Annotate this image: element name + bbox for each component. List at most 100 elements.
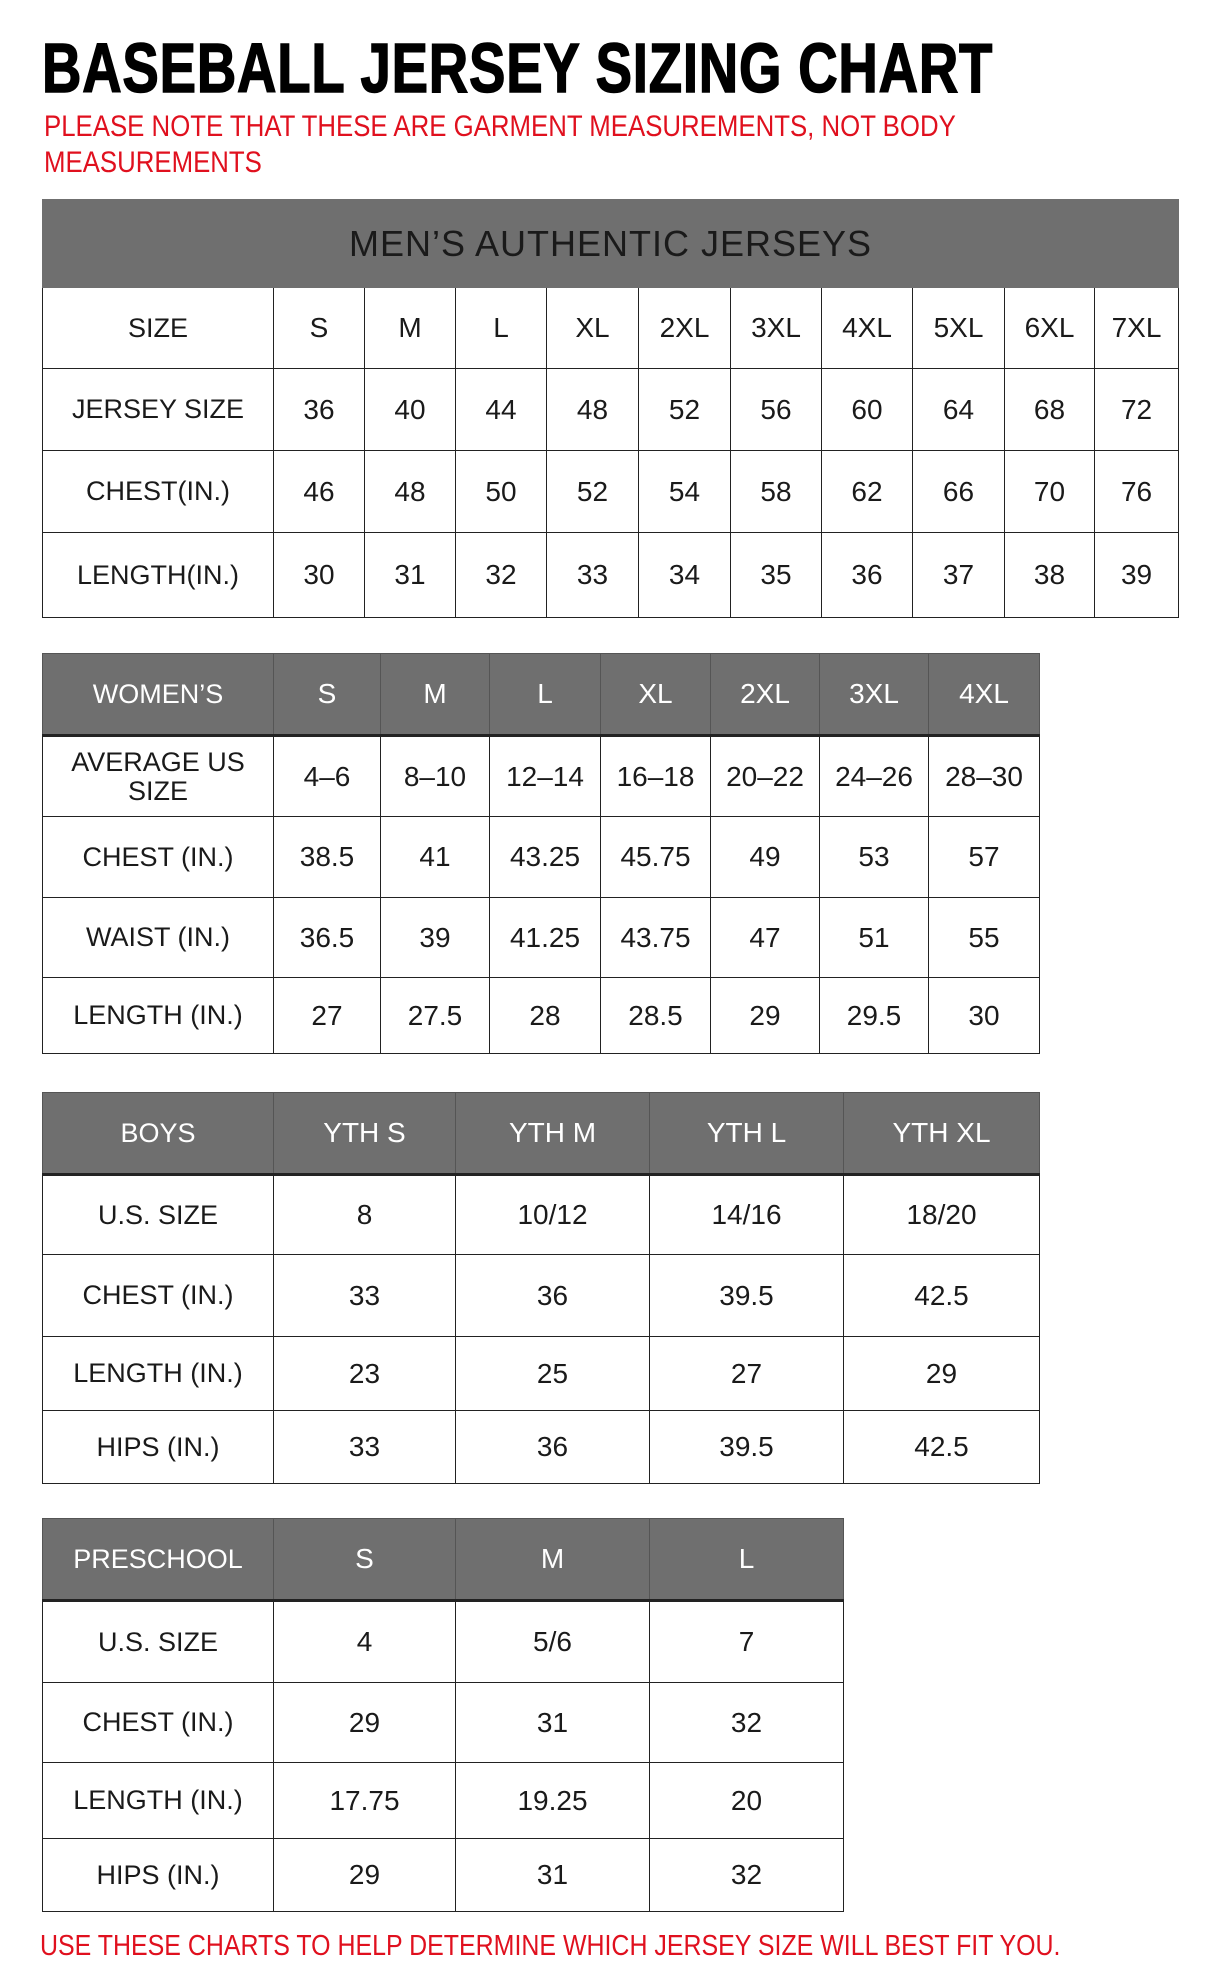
table-cell: 36 (273, 368, 365, 451)
table-cell: 32 (649, 1682, 844, 1763)
row-label: CHEST(IN.) (42, 450, 274, 533)
column-header: M (380, 653, 490, 736)
column-header: YTH S (273, 1092, 456, 1175)
table-cell: 33 (273, 1254, 456, 1337)
table-row: LENGTH (IN.) 23 25 27 29 (42, 1336, 1040, 1411)
row-label: AVERAGE US SIZE (42, 735, 274, 817)
table-cell: 49 (710, 816, 820, 898)
row-label: WAIST (IN.) (42, 897, 274, 978)
column-header: S (273, 287, 365, 369)
row-label: HIPS (IN.) (42, 1838, 274, 1912)
row-label: CHEST (IN.) (42, 1254, 274, 1337)
row-label: JERSEY SIZE (42, 368, 274, 451)
table-cell: 43.75 (600, 897, 711, 978)
table-cell: 34 (638, 532, 731, 618)
table-cell: 46 (273, 450, 365, 533)
table-row: HIPS (IN.) 29 31 32 (42, 1838, 844, 1912)
column-header: XL (600, 653, 711, 736)
table-cell: 39.5 (649, 1254, 844, 1337)
table-cell: 20–22 (710, 735, 820, 817)
row-label: LENGTH (IN.) (42, 977, 274, 1054)
table-cell: 70 (1004, 450, 1095, 533)
table-row: AVERAGE US SIZE 4–6 8–10 12–14 16–18 20–22 24–… (42, 735, 1040, 817)
table-cell: 43.25 (489, 816, 601, 898)
table-cell: 8–10 (380, 735, 490, 817)
table-cell: 18/20 (843, 1174, 1040, 1255)
table-cell: 53 (819, 816, 929, 898)
table-cell: 29 (273, 1682, 456, 1763)
table-cell: 30 (273, 532, 365, 618)
column-header: 4XL (928, 653, 1040, 736)
column-header: S (273, 653, 381, 736)
table-cell: 4 (273, 1600, 456, 1683)
table-cell: 37 (912, 532, 1005, 618)
table-cell: 5/6 (455, 1600, 650, 1683)
boys-size-table: BOYS YTH S YTH M YTH L YTH XL U.S. SIZE 8 10/12… (42, 1092, 1040, 1484)
column-header: 2XL (710, 653, 820, 736)
table-row: LENGTH (IN.) 27 27.5 28 28.5 29 29.5 30 (42, 977, 1040, 1054)
row-label: LENGTH (IN.) (42, 1762, 274, 1839)
table-cell: 31 (455, 1682, 650, 1763)
table-cell: 24–26 (819, 735, 929, 817)
column-header: M (364, 287, 456, 369)
table-cell: 27 (649, 1336, 844, 1411)
table-row: U.S. SIZE 4 5/6 7 (42, 1600, 844, 1683)
table-cell: 41.25 (489, 897, 601, 978)
table-cell: 23 (273, 1336, 456, 1411)
mens-size-table: MEN’S AUTHENTIC JERSEYS SIZE S M L XL 2XL 3XL 4X… (41, 199, 1180, 618)
table-cell: 32 (649, 1838, 844, 1912)
table-cell: 39.5 (649, 1410, 844, 1484)
table-cell: 42.5 (843, 1410, 1040, 1484)
preschool-size-table: PRESCHOOL S M L U.S. SIZE 4 5/6 7 CHEST (IN.) 29 3… (42, 1518, 844, 1912)
table-cell: 48 (546, 368, 639, 451)
table-cell: 36.5 (273, 897, 381, 978)
page-title: BASEBALL JERSEY SIZING CHART (41, 28, 994, 108)
table-row: CHEST (IN.) 29 31 32 (42, 1682, 844, 1763)
table-row: CHEST (IN.) 33 36 39.5 42.5 (42, 1254, 1040, 1337)
table-cell: 35 (730, 532, 822, 618)
footer-note: USE THESE CHARTS TO HELP DETERMINE WHICH… (40, 1930, 1061, 1962)
row-label: WOMEN’S (42, 653, 274, 736)
table-cell: 72 (1093, 368, 1180, 451)
table-header-row: BOYS YTH S YTH M YTH L YTH XL (42, 1092, 1040, 1175)
table-row: CHEST (IN.) 38.5 41 43.25 45.75 49 53 57 (42, 816, 1040, 898)
table-cell: 28 (489, 977, 601, 1054)
table-cell: 29 (843, 1336, 1040, 1411)
table-cell: 54 (638, 450, 731, 533)
table-cell: 42.5 (843, 1254, 1040, 1337)
table-cell: 48 (364, 450, 456, 533)
womens-size-table: WOMEN’S S M L XL 2XL 3XL 4XL AVERAGE US SIZE 4–6 8… (42, 653, 1040, 1054)
table-cell: 31 (455, 1838, 650, 1912)
table-row: WAIST (IN.) 36.5 39 41.25 43.75 47 51 55 (42, 897, 1040, 978)
table-cell: 57 (928, 816, 1040, 898)
column-header: M (455, 1518, 650, 1601)
table-row: CHEST(IN.) 46 48 50 52 54 58 62 66 70 76 (42, 450, 1180, 533)
table-cell: 36 (455, 1410, 650, 1484)
table-cell: 31 (364, 532, 456, 618)
table-cell: 39 (380, 897, 490, 978)
column-header: YTH L (649, 1092, 844, 1175)
table-cell: 20 (649, 1762, 844, 1839)
table-cell: 36 (455, 1254, 650, 1337)
table-header-row: SIZE S M L XL 2XL 3XL 4XL 5XL 6XL 7XL (42, 287, 1180, 369)
table-cell: 30 (928, 977, 1040, 1054)
table-cell: 58 (730, 450, 822, 533)
column-header: 5XL (912, 287, 1005, 369)
table-row: HIPS (IN.) 33 36 39.5 42.5 (42, 1410, 1040, 1484)
table-header-row: WOMEN’S S M L XL 2XL 3XL 4XL (42, 653, 1040, 736)
table-cell: 38.5 (273, 816, 381, 898)
row-label: CHEST (IN.) (42, 1682, 274, 1763)
row-label: U.S. SIZE (42, 1600, 274, 1683)
table-cell: 33 (546, 532, 639, 618)
column-header: YTH XL (843, 1092, 1040, 1175)
table-cell: 25 (455, 1336, 650, 1411)
column-header: XL (546, 287, 639, 369)
table-cell: 28–30 (928, 735, 1040, 817)
table-cell: 32 (455, 532, 547, 618)
table-header-row: PRESCHOOL S M L (42, 1518, 844, 1601)
table-cell: 55 (928, 897, 1040, 978)
table-cell: 47 (710, 897, 820, 978)
table-cell: 27 (273, 977, 381, 1054)
table-cell: 41 (380, 816, 490, 898)
table-cell: 76 (1093, 450, 1180, 533)
